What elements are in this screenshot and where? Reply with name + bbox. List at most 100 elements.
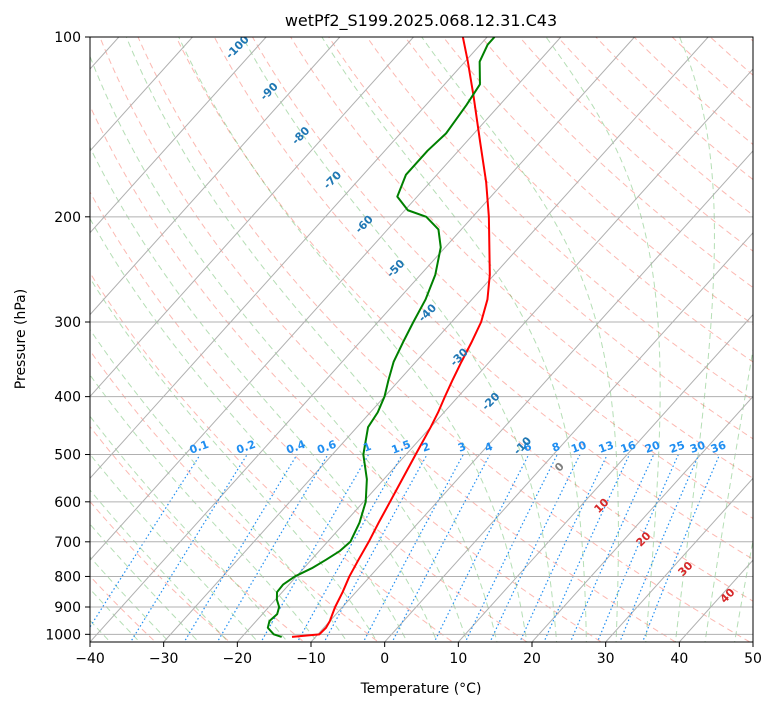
- y-tick-label: 400: [54, 390, 81, 406]
- dry-adiabat-line: [404, 37, 753, 363]
- chart-title: wetPf2_S199.2025.068.12.31.C43: [285, 11, 557, 31]
- mixing-ratio-label: 6: [522, 440, 534, 455]
- moist-adiabat-line: [421, 37, 619, 642]
- isotherm-line: [310, 150, 753, 642]
- moist-adiabat-line: [90, 55, 468, 642]
- mixing-ratio-line: [183, 454, 298, 642]
- dry-adiabat-line: [90, 349, 380, 642]
- dry-adiabat-line: [290, 37, 753, 479]
- mixing-ratio-line: [596, 454, 679, 642]
- moist-adiabat-line: [90, 328, 348, 642]
- moist-adiabat-line: [90, 277, 378, 642]
- x-tick-label: 40: [670, 651, 688, 667]
- isotherm-line: [752, 641, 753, 642]
- mixing-ratio-label: 20: [643, 438, 662, 456]
- dry-adiabat-line: [480, 37, 753, 289]
- isotherm-line: [236, 68, 753, 642]
- y-tick-label: 800: [54, 569, 81, 585]
- dry-adiabat-label: -20: [479, 390, 502, 413]
- dry-adiabat-label: -60: [353, 213, 376, 236]
- mixing-ratio-line: [362, 454, 464, 642]
- pressure-gridlines: [90, 37, 753, 635]
- y-tick-label: 600: [54, 495, 81, 511]
- isotherm-line: [90, 37, 267, 234]
- moist-adiabat-line: [90, 523, 200, 642]
- dry-adiabat-line: [366, 37, 753, 401]
- y-tick-label: 700: [54, 535, 81, 551]
- dry-adiabat-line: [771, 24, 775, 647]
- moist-adiabat-label: 40: [718, 585, 738, 605]
- isotherm-line: [90, 37, 193, 152]
- mixing-ratio-label: 10: [569, 438, 588, 456]
- x-axis: −40 −30 −20 −10 0 10 20 30 40 50: [75, 642, 762, 667]
- moist-adiabat-line: [90, 415, 289, 642]
- y-tick-label: 1000: [45, 627, 81, 643]
- moist-adiabat-line: [704, 346, 753, 642]
- x-tick-label: 20: [523, 651, 541, 667]
- moist-adiabat-line: [178, 37, 528, 642]
- dry-adiabat-line: [90, 190, 528, 642]
- dry-adiabat-line: [442, 37, 753, 326]
- dry-adiabat-line: [709, 37, 753, 76]
- dry-adiabat-line: [90, 271, 454, 642]
- y-tick-label: 200: [54, 210, 81, 226]
- mixing-ratio-label: 36: [709, 438, 728, 456]
- y-axis-title: Pressure (hPa): [13, 289, 29, 389]
- moist-adiabat-line: [545, 37, 661, 642]
- mixing-ratio-line: [323, 454, 428, 642]
- dry-adiabat-label: -90: [258, 80, 281, 103]
- mixing-ratio-line: [569, 454, 655, 642]
- mixing-ratio-line: [543, 454, 630, 642]
- moist-adiabat-line: [674, 37, 715, 642]
- isotherm-line: [90, 37, 635, 642]
- dry-adiabat-line: [328, 37, 753, 440]
- dry-adiabat-line: [747, 37, 753, 42]
- isotherm-line: [163, 37, 709, 642]
- isotherm-line: [531, 395, 753, 642]
- mixing-ratio-label: 0.2: [235, 438, 258, 457]
- mixing-ratio-line: [641, 454, 721, 642]
- mixing-ratio-line: [260, 454, 370, 642]
- moist-adiabat-label: 0: [552, 460, 567, 475]
- isotherm-line: [457, 313, 753, 642]
- mixing-ratio-label: 0.4: [285, 438, 308, 457]
- isotherm-line: [90, 37, 414, 398]
- dry-adiabat-label: -70: [321, 168, 344, 191]
- dewpoint-profile: [266, 37, 496, 638]
- isotherm-line: [90, 37, 341, 316]
- dry-adiabat-line: [0, 24, 11, 647]
- x-tick-label: −30: [149, 651, 179, 667]
- mixing-ratio-label: 4: [483, 440, 495, 455]
- x-tick-label: −40: [75, 651, 105, 667]
- x-tick-label: 10: [449, 651, 467, 667]
- x-tick-label: 30: [597, 651, 615, 667]
- moist-adiabat-line: [734, 538, 753, 642]
- mixing-ratio-label: 1: [362, 440, 374, 455]
- y-tick-label: 100: [54, 30, 81, 46]
- moist-adiabat-line: [90, 453, 259, 642]
- isotherm-line: [678, 559, 753, 642]
- mixing-ratio-label: 13: [597, 438, 616, 455]
- dry-adiabat-line: [90, 104, 603, 642]
- isotherm-line: [384, 231, 753, 642]
- mixing-ratio-label: 1.5: [390, 438, 413, 457]
- dry-adiabat-line: [251, 37, 753, 519]
- dry-adiabat-line: [90, 575, 157, 642]
- y-axis: 100 200 300 400 500 600 700 800 900 1000: [45, 30, 90, 643]
- moist-adiabat-line: [242, 37, 558, 642]
- dry-adiabat-line: [633, 37, 753, 146]
- isotherm-line: [605, 477, 753, 642]
- adiabat-labels: 0.1 0.2 0.4 0.6 1 1.5 2 3 4 6 8 10 13 16 20 25 30 36-100-…: [188, 37, 738, 606]
- moist-adiabat-line: [90, 146, 438, 642]
- isotherm-line: [90, 37, 488, 480]
- dry-adiabat-label: -50: [384, 257, 407, 280]
- x-tick-label: −10: [296, 651, 326, 667]
- dry-adiabat-line: [90, 425, 305, 642]
- moist-adiabat-label: 20: [634, 529, 654, 549]
- mixing-ratio-line: [391, 454, 491, 642]
- mixing-ratio-label: 2: [420, 440, 432, 455]
- mixing-ratio-line: [489, 454, 581, 642]
- background-lines: [0, 24, 775, 647]
- y-tick-label: 500: [54, 448, 81, 464]
